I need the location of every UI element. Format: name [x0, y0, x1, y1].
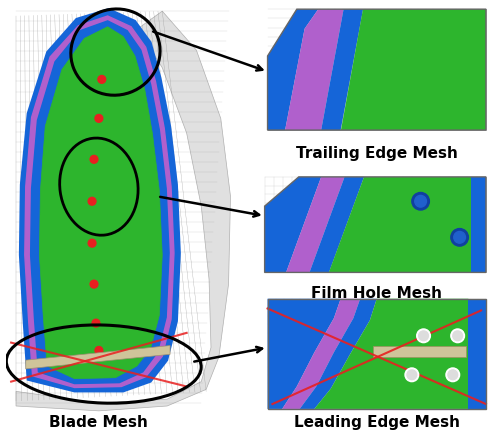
Polygon shape	[282, 299, 360, 409]
Circle shape	[98, 75, 106, 83]
Polygon shape	[340, 9, 486, 130]
Circle shape	[405, 368, 418, 381]
Polygon shape	[300, 299, 376, 409]
Polygon shape	[40, 27, 162, 379]
Polygon shape	[285, 9, 344, 130]
Polygon shape	[26, 346, 170, 369]
Circle shape	[418, 331, 428, 341]
Polygon shape	[268, 299, 340, 409]
Circle shape	[95, 114, 103, 122]
Polygon shape	[310, 177, 364, 272]
Circle shape	[454, 232, 466, 243]
Circle shape	[451, 229, 468, 246]
Polygon shape	[268, 9, 318, 130]
Circle shape	[95, 346, 103, 354]
Circle shape	[446, 368, 460, 381]
Circle shape	[90, 155, 98, 163]
Polygon shape	[472, 177, 486, 272]
Circle shape	[88, 197, 96, 205]
Circle shape	[407, 370, 416, 380]
Polygon shape	[329, 177, 472, 272]
Polygon shape	[268, 299, 486, 409]
Circle shape	[448, 370, 458, 380]
Polygon shape	[314, 299, 468, 409]
Circle shape	[92, 319, 100, 327]
Polygon shape	[373, 346, 466, 357]
Polygon shape	[264, 177, 321, 272]
Circle shape	[90, 280, 98, 288]
Text: Trailing Edge Mesh: Trailing Edge Mesh	[296, 145, 458, 161]
Circle shape	[415, 195, 426, 207]
Text: Leading Edge Mesh: Leading Edge Mesh	[294, 415, 460, 430]
Text: Blade Mesh: Blade Mesh	[50, 415, 148, 430]
Polygon shape	[20, 9, 180, 391]
Polygon shape	[468, 299, 486, 409]
Circle shape	[453, 331, 462, 341]
Polygon shape	[264, 177, 486, 272]
Polygon shape	[321, 9, 363, 130]
Circle shape	[451, 329, 464, 343]
Polygon shape	[30, 21, 169, 384]
Text: Film Hole Mesh: Film Hole Mesh	[311, 286, 442, 301]
Circle shape	[346, 19, 356, 29]
Polygon shape	[25, 16, 174, 388]
Polygon shape	[268, 9, 486, 130]
Circle shape	[412, 193, 430, 210]
Circle shape	[416, 329, 430, 343]
Polygon shape	[16, 11, 231, 411]
Circle shape	[88, 239, 96, 247]
Polygon shape	[286, 177, 344, 272]
